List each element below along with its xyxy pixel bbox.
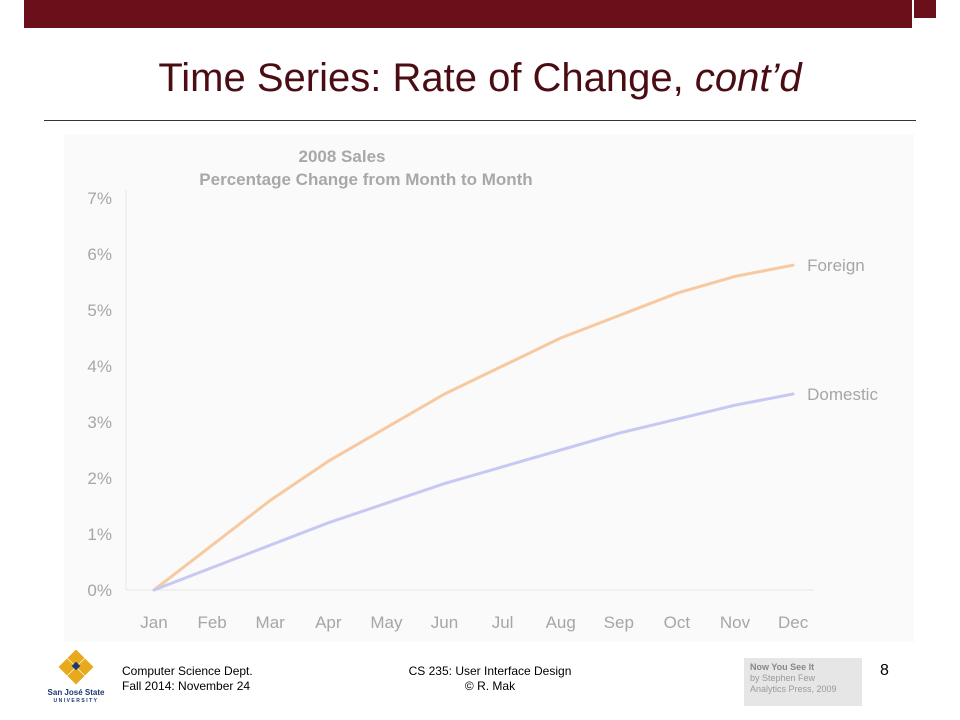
series-line-domestic [152,392,795,592]
footer-author: © R. Mak [464,679,516,693]
sjsu-logo-emblem-icon [58,649,94,685]
footer-term: Fall 2014: November 24 [122,679,251,693]
book-publisher: Analytics Press, 2009 [750,684,837,694]
y-tick-label: 1% [87,525,112,544]
y-tick-label: 7% [87,189,112,208]
x-tick-label: Aug [546,613,576,632]
series-label-domestic: Domestic [807,385,878,404]
series-line-foreign [152,263,795,592]
footer-left: Computer Science Dept. Fall 2014: Novemb… [122,664,253,694]
chart-panel: 2008 Sales Percentage Change from Month t… [64,134,914,642]
x-tick-label: Sep [604,613,634,632]
x-tick-label: Feb [197,613,226,632]
sjsu-logo-line1: San José State [47,688,105,697]
y-tick-label: 4% [87,357,112,376]
x-tick-label: Mar [256,613,286,632]
book-credit: Now You See It by Stephen Few Analytics … [744,658,862,706]
sjsu-logo-text: San José State UNIVERSITY [44,688,108,706]
x-tick-label: Apr [315,613,342,632]
series-label-foreign: Foreign [807,256,865,275]
y-tick-label: 3% [87,413,112,432]
slide-title-italic: cont’d [694,56,802,100]
y-tick-label: 0% [87,581,112,600]
chart-subtitle: Percentage Change from Month to Month [199,170,532,189]
top-accent-square [914,0,936,18]
x-tick-label: Nov [720,613,751,632]
book-title: Now You See It [750,662,815,672]
chart-title: 2008 Sales [299,147,386,166]
sjsu-logo: San José State UNIVERSITY [44,649,108,708]
y-tick-label: 2% [87,469,112,488]
footer-course: CS 235: User Interface Design [408,664,572,678]
y-tick-label: 6% [87,245,112,264]
x-tick-label: Dec [778,613,809,632]
footer-center: CS 235: User Interface Design © R. Mak [400,664,580,694]
slide-title: Time Series: Rate of Change, cont’d [0,56,960,101]
sjsu-logo-line2: UNIVERSITY [53,698,99,704]
line-chart: 2008 Sales Percentage Change from Month t… [87,147,878,632]
y-tick-label: 5% [87,301,112,320]
slide-title-main: Time Series: Rate of Change, [158,56,695,100]
title-divider [44,120,916,121]
footer-dept: Computer Science Dept. [122,664,253,678]
x-tick-label: Jul [492,613,514,632]
page-number: 8 [880,662,889,679]
top-accent-bar [24,0,912,28]
x-tick-label: Jun [431,613,458,632]
x-tick-label: May [370,613,403,632]
x-tick-label: Oct [664,613,691,632]
book-author: by Stephen Few [750,673,816,683]
x-tick-label: Jan [140,613,167,632]
